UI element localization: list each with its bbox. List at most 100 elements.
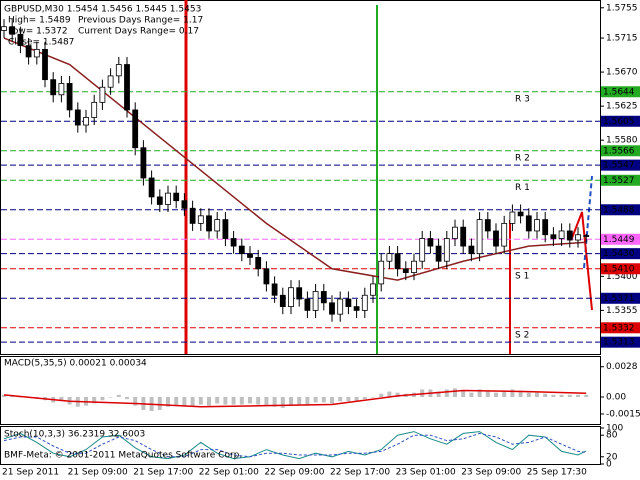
candle-body <box>58 83 65 96</box>
level-tag <box>601 233 640 245</box>
histogram-bar <box>379 393 384 397</box>
candle-body <box>197 215 204 224</box>
info-text: Previous Days Range= 1.17 <box>78 16 203 26</box>
histogram-bar <box>494 392 498 397</box>
histogram-bar <box>100 396 105 401</box>
candle-body <box>238 245 245 255</box>
histogram-bar <box>362 396 367 400</box>
candle-body <box>279 294 286 308</box>
histogram-bar <box>526 392 531 397</box>
candle-body <box>435 245 442 262</box>
histogram-bar <box>444 389 449 397</box>
candle-body <box>296 287 303 300</box>
histogram-bar <box>576 394 580 397</box>
candle-body <box>501 222 508 247</box>
y-tick-label: 1.5355 <box>606 306 638 316</box>
histogram-bar <box>297 396 302 405</box>
stoch-line <box>3 432 587 458</box>
histogram-bar <box>231 396 236 405</box>
level-label: 1.5371 <box>603 294 635 304</box>
histogram-bar <box>346 396 351 402</box>
stoch-frame <box>0 426 601 465</box>
level-label: 1.5547 <box>603 161 635 171</box>
candle-body <box>411 260 417 273</box>
pivot-label: S 2 <box>515 330 529 340</box>
candle-body <box>9 26 16 35</box>
candle-body <box>189 207 196 224</box>
histogram-bar <box>330 396 334 404</box>
histogram-bar <box>469 392 474 397</box>
histogram-bar <box>371 396 375 398</box>
copyright: BMF-Meta: © 2001-2011 MetaQuotes Softwar… <box>4 451 242 461</box>
candle-body <box>402 268 409 273</box>
candle-body <box>132 109 139 149</box>
histogram-bar <box>461 390 466 397</box>
histogram-bar <box>502 390 507 397</box>
candle-body <box>443 238 450 262</box>
histogram-bar <box>239 396 244 405</box>
histogram-bar <box>535 392 539 397</box>
candle-body <box>378 260 385 285</box>
histogram-bar <box>280 396 285 408</box>
histogram-bar <box>198 396 203 405</box>
histogram-bar <box>338 396 343 402</box>
histogram-bar <box>248 396 252 404</box>
candle-body <box>99 86 106 103</box>
level-label: 1.5313 <box>603 338 635 348</box>
info-text: High= 1.5489 <box>8 16 71 26</box>
pivot-label: S 1 <box>515 271 529 281</box>
candle-body <box>74 109 81 126</box>
histogram-bar <box>256 396 261 405</box>
level-tag <box>601 159 640 171</box>
candle-body <box>148 177 155 198</box>
candle-body <box>288 287 294 308</box>
candle-body <box>370 283 376 296</box>
level-tag <box>601 204 640 216</box>
candle-body <box>361 294 368 311</box>
panel-title: Stoch(10,3,3) 36.2319 32.6003 <box>4 430 145 440</box>
y-tick-label: 1.5715 <box>606 34 638 44</box>
signal-line <box>3 389 587 408</box>
level-tag <box>601 292 640 304</box>
level-label: 1.5488 <box>603 205 635 215</box>
histogram-bar <box>305 396 310 406</box>
histogram-bar <box>518 390 523 397</box>
candle-body <box>419 238 426 262</box>
level-label: 1.5605 <box>603 117 635 127</box>
x-tick-label: 21 Sep 2011 <box>2 468 59 478</box>
candle-body <box>255 257 262 270</box>
level-label: 1.5644 <box>603 87 635 97</box>
candle-body <box>263 268 270 285</box>
histogram-bar <box>207 396 211 406</box>
level-label: 1.5566 <box>603 146 635 156</box>
candle-body <box>115 64 122 77</box>
info-text: Close= 1.5487 <box>8 38 74 48</box>
x-tick-label: 21 Sep 17:00 <box>133 468 193 478</box>
candle-body <box>583 235 590 237</box>
candle-body <box>476 219 483 255</box>
histogram-bar <box>92 396 97 404</box>
histogram-bar <box>2 394 6 397</box>
panel-title: MACD(5,35,5) 0.00021 0.00034 <box>4 359 147 369</box>
y-tick-label: -0.00157 <box>606 409 640 419</box>
histogram-bar <box>264 396 269 406</box>
level-label: 1.5410 <box>603 264 635 274</box>
level-tag <box>601 145 640 157</box>
candle-body <box>42 48 48 81</box>
candle-body <box>460 226 467 247</box>
level-label: 1.5430 <box>603 249 635 259</box>
histogram-bar <box>223 396 228 405</box>
y-tick-label: 1.5625 <box>606 102 638 112</box>
candle-body <box>25 45 32 58</box>
level-label: 1.5527 <box>603 176 635 186</box>
plot-layer: R 3 R 2 R 1 S 1 S 2 21 Sep 2011 21 Sep 09:00 21… <box>1 3 640 478</box>
x-tick-label: 22 Sep 01:00 <box>199 468 259 478</box>
histogram-bar <box>174 396 179 406</box>
histogram-bar <box>387 391 392 397</box>
histogram-bar <box>190 396 195 407</box>
candle-body <box>156 196 163 205</box>
candle-body <box>271 283 278 296</box>
candle-body <box>222 219 229 239</box>
histogram-bar <box>477 389 482 397</box>
chart-title: GBPUSD,M30 1.5454 1.5456 1.5445 1.5453 <box>4 5 201 15</box>
